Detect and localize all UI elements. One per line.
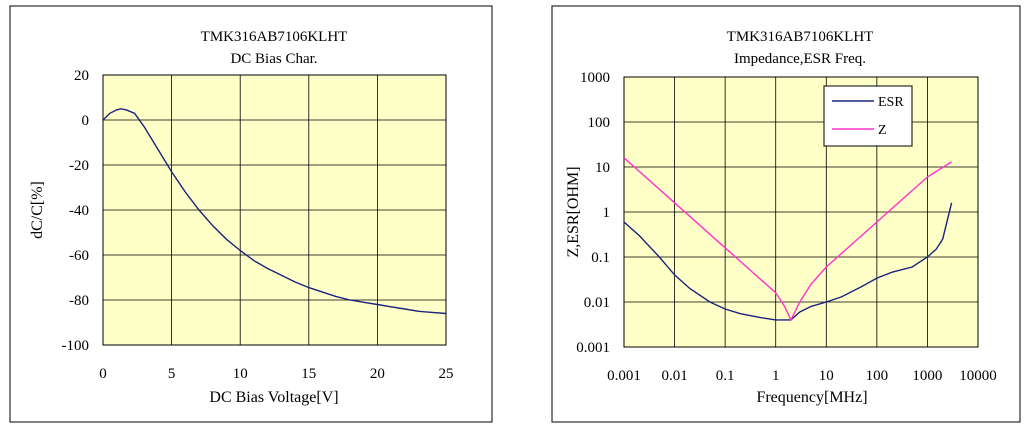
x-tick-label: 0.001: [607, 368, 641, 384]
x-tick-label: 0.01: [661, 368, 687, 384]
plot-border: [623, 76, 979, 348]
y-tick-label: -80: [69, 293, 89, 309]
chart-subtitle: Impedance,ESR Freq.: [734, 51, 866, 67]
x-tick-label: 1: [772, 368, 780, 384]
x-tick-label: 10: [819, 368, 834, 384]
y-tick-label: 0.01: [584, 295, 610, 311]
x-axis-label: DC Bias Voltage[V]: [209, 389, 338, 406]
y-tick-label: 0.1: [591, 250, 610, 266]
impedance-esr-chart: TMK316AB7106KLHT Impedance,ESR Freq. Fre…: [551, 5, 1021, 423]
legend-box: [823, 85, 913, 147]
chart-title: TMK316AB7106KLHT: [727, 29, 874, 45]
plot-border: [102, 74, 447, 346]
y-tick-label: 10: [595, 160, 610, 176]
x-axis-label: Frequency[MHz]: [756, 389, 867, 406]
series-line-dc-bias: [102, 108, 447, 315]
y-axis-label: dC/C[%]: [29, 181, 46, 239]
dc-bias-chart: TMK316AB7106KLHT DC Bias Char. DC Bias V…: [9, 5, 493, 423]
y-axis-label: Z,ESR[OHM]: [565, 166, 582, 257]
y-tick-label: 1: [603, 205, 611, 221]
legend: ESR Z: [823, 85, 913, 147]
y-tick-label: 100: [588, 115, 611, 131]
x-tick-label: 15: [301, 366, 316, 382]
series-line-esr: [623, 202, 953, 321]
legend-label: ESR: [878, 95, 904, 110]
chart-title: TMK316AB7106KLHT: [201, 29, 348, 45]
y-tick-label: 0.001: [576, 340, 610, 356]
y-tick-label: -20: [69, 158, 89, 174]
series-line-z: [623, 157, 952, 322]
x-tick-label: 100: [866, 368, 889, 384]
y-tick-label: 20: [74, 68, 89, 84]
y-tick-label: -100: [62, 338, 90, 354]
x-tick-label: 0.1: [716, 368, 735, 384]
y-tick-label: 0: [82, 113, 90, 129]
x-tick-label: 20: [370, 366, 385, 382]
y-tick-label: 1000: [580, 70, 610, 86]
legend-label: Z: [878, 123, 887, 138]
y-tick-label: -40: [69, 203, 89, 219]
x-tick-label: 0: [99, 366, 107, 382]
x-tick-label: 10000: [959, 368, 997, 384]
x-tick-label: 10: [233, 366, 248, 382]
x-tick-label: 5: [168, 366, 176, 382]
x-tick-label: 1000: [912, 368, 942, 384]
x-tick-label: 25: [439, 366, 454, 382]
chart-subtitle: DC Bias Char.: [230, 51, 317, 67]
y-tick-label: -60: [69, 248, 89, 264]
